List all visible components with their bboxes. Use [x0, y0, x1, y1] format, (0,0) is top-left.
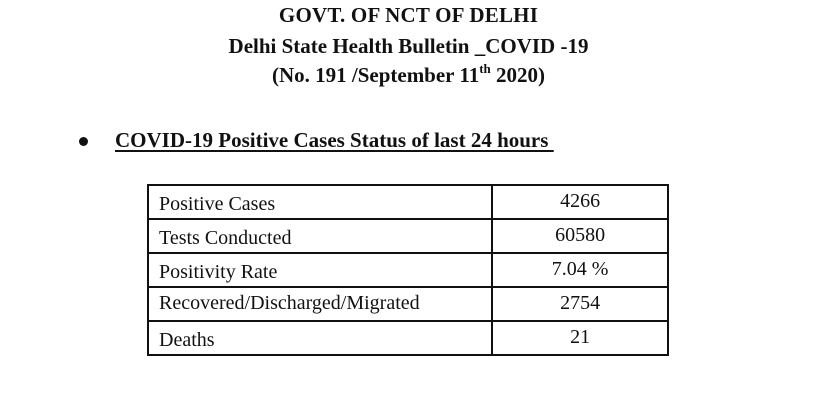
row-label-positivity-rate: Positivity Rate [146, 252, 494, 288]
row-label-tests-conducted: Tests Conducted [146, 218, 494, 254]
section-title: COVID-19 Positive Cases Status of last 2… [115, 128, 554, 152]
row-value-tests-conducted: 60580 [491, 218, 669, 254]
table-row: Recovered/Discharged/Migrated 2754 [146, 286, 669, 322]
date-ordinal-suffix: th [479, 61, 491, 76]
row-label-positive-cases: Positive Cases [146, 184, 494, 220]
table-row: Deaths 21 [146, 320, 669, 356]
row-value-recovered: 2754 [491, 286, 669, 322]
row-value-positivity-rate: 7.04 % [491, 252, 669, 288]
govt-title: GOVT. OF NCT OF DELHI [278, 3, 539, 27]
covid-status-table: Positive Cases 4266 Tests Conducted 6058… [146, 184, 669, 356]
bulletin-year: 2020) [490, 63, 546, 87]
table-row: Tests Conducted 60580 [146, 218, 669, 254]
bullet-point-icon [79, 137, 88, 146]
row-label-recovered: Recovered/Discharged/Migrated [146, 286, 494, 322]
row-value-deaths: 21 [491, 320, 669, 356]
table-row: Positive Cases 4266 [146, 184, 669, 220]
bulletin-number-date: (No. 191 /September 11th 2020) [0, 61, 817, 88]
row-value-positive-cases: 4266 [491, 184, 669, 220]
row-label-deaths: Deaths [146, 320, 494, 356]
table-row: Positivity Rate 7.04 % [146, 252, 669, 288]
bulletin-title: Delhi State Health Bulletin _COVID -19 [228, 34, 589, 58]
bulletin-number-date-main: (No. 191 /September 11 [271, 63, 480, 87]
